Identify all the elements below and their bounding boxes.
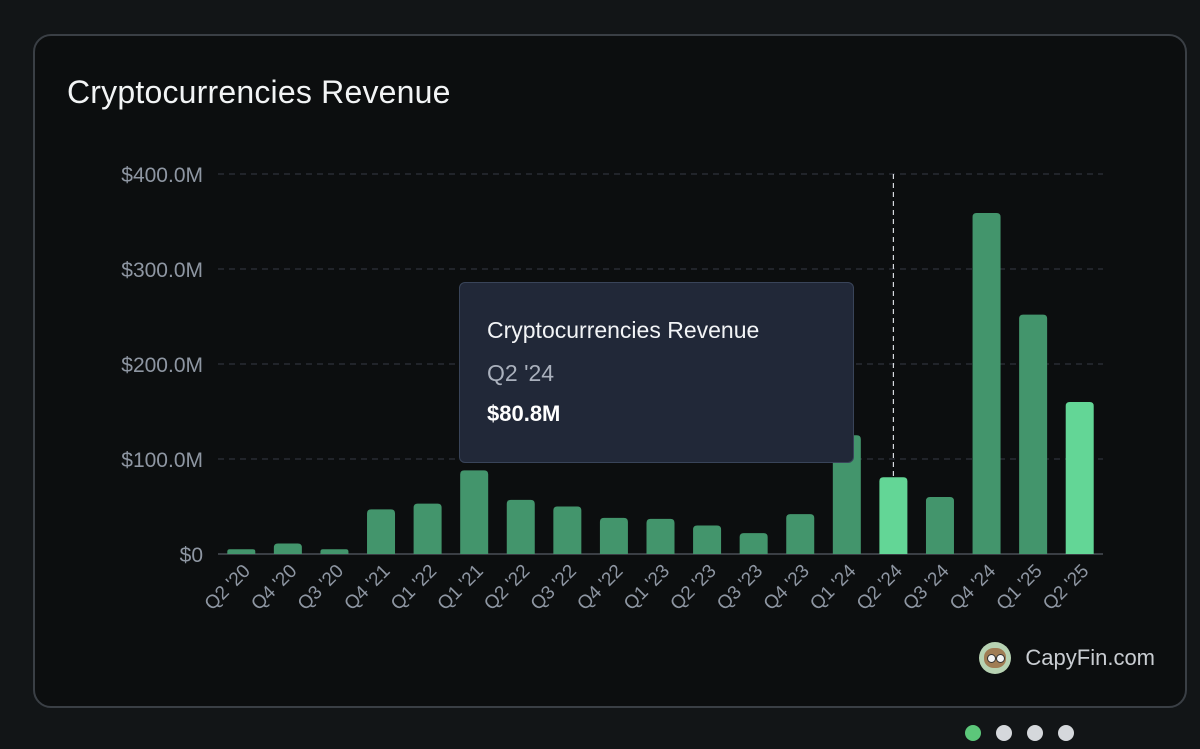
- bar-q1-25[interactable]: [1019, 314, 1048, 554]
- bar-q1-22[interactable]: [413, 503, 442, 554]
- tooltip-value: $80.8M: [487, 401, 561, 426]
- bar-q2-23[interactable]: [693, 525, 722, 555]
- x-tick-label: Q1 '24: [806, 560, 860, 614]
- bar-q3-23[interactable]: [739, 533, 768, 554]
- bar-q2-20[interactable]: [227, 549, 256, 554]
- x-tick-label: Q2 '20: [201, 561, 255, 615]
- y-tick-label: $0: [180, 544, 203, 567]
- pagination-dot[interactable]: [965, 725, 981, 741]
- bar-q3-24[interactable]: [925, 497, 954, 554]
- bar-q4-21[interactable]: [367, 509, 396, 554]
- x-tick-label: Q4 '20: [247, 561, 301, 615]
- pagination-dots: [965, 725, 1074, 741]
- x-tick-label: Q3 '20: [294, 561, 348, 615]
- bar-q3-22[interactable]: [553, 506, 582, 555]
- x-tick-label: Q1 '25: [993, 561, 1047, 615]
- bar-q1-21[interactable]: [460, 470, 489, 554]
- y-tick-label: $400.0M: [121, 164, 203, 187]
- bar-q3-20[interactable]: [320, 549, 349, 554]
- x-tick-label: Q1 '22: [387, 561, 441, 615]
- bar-q4-24[interactable]: [972, 212, 1001, 554]
- bar-q2-22[interactable]: [506, 499, 535, 554]
- chart-card: Cryptocurrencies Revenue $0 $100.0M $200.0…: [33, 34, 1187, 708]
- pagination-dot[interactable]: [1027, 725, 1043, 741]
- bar-q1-24[interactable]: [832, 435, 861, 554]
- x-tick-label: Q2 '22: [480, 561, 534, 615]
- tooltip-title: Cryptocurrencies Revenue: [487, 317, 760, 343]
- x-tick-label: Q4 '23: [760, 561, 814, 615]
- tooltip-period: Q2 '24: [487, 360, 555, 386]
- y-tick-label: $300.0M: [121, 259, 203, 282]
- chart-tooltip: Cryptocurrencies Revenue Q2 '24 $80.8M: [459, 282, 854, 463]
- brand-name: CapyFin.com: [1025, 645, 1155, 670]
- x-tick-label: Q4 '24: [946, 560, 1000, 614]
- bar-q1-23[interactable]: [646, 518, 675, 554]
- x-tick-label: Q4 '21: [341, 561, 395, 615]
- x-tick-label: Q1 '21: [434, 561, 488, 615]
- bar-q2-24[interactable]: [879, 477, 908, 554]
- x-tick-label: Q2 '23: [667, 561, 721, 615]
- x-tick-label: Q3 '23: [713, 561, 767, 615]
- y-tick-label: $200.0M: [121, 354, 203, 377]
- y-tick-label: $100.0M: [121, 449, 203, 472]
- brand-watermark[interactable]: CapyFin.com: [979, 642, 1155, 674]
- bar-q4-20[interactable]: [273, 543, 302, 554]
- x-tick-label: Q3 '24: [899, 560, 953, 614]
- chart-title: Cryptocurrencies Revenue: [67, 74, 451, 110]
- capybara-logo-icon: [979, 642, 1012, 674]
- bar-q4-22[interactable]: [599, 517, 628, 554]
- x-tick-label: Q2 '24: [853, 560, 907, 614]
- pagination-dot[interactable]: [996, 725, 1012, 741]
- x-tick-label: Q1 '23: [620, 561, 674, 615]
- x-tick-label: Q2 '25: [1039, 561, 1093, 615]
- x-tick-label: Q4 '22: [573, 561, 627, 615]
- bar-q4-23[interactable]: [786, 514, 815, 554]
- pagination-dot[interactable]: [1058, 725, 1074, 741]
- bar-q2-25[interactable]: [1065, 402, 1094, 554]
- x-tick-label: Q3 '22: [527, 561, 581, 615]
